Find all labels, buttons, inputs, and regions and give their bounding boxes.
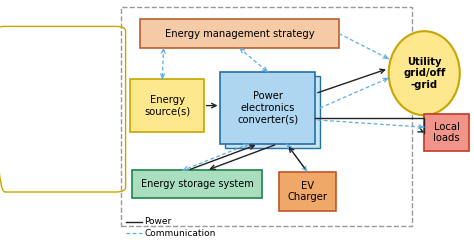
- Text: Utility
grid/off
-grid: Utility grid/off -grid: [403, 57, 446, 90]
- FancyBboxPatch shape: [279, 172, 336, 211]
- Text: Energy management strategy: Energy management strategy: [164, 29, 314, 39]
- Text: Local
loads: Local loads: [433, 122, 460, 143]
- Text: Power: Power: [145, 217, 172, 227]
- FancyBboxPatch shape: [424, 114, 469, 151]
- FancyBboxPatch shape: [140, 19, 339, 48]
- Text: Communication: Communication: [145, 229, 216, 238]
- Text: EV
Charger: EV Charger: [287, 180, 327, 202]
- Text: Energy storage system: Energy storage system: [141, 179, 253, 189]
- FancyBboxPatch shape: [225, 76, 320, 148]
- Ellipse shape: [389, 31, 460, 115]
- FancyBboxPatch shape: [132, 170, 262, 198]
- Text: Energy
source(s): Energy source(s): [144, 95, 190, 116]
- FancyBboxPatch shape: [220, 72, 315, 144]
- FancyBboxPatch shape: [130, 79, 204, 132]
- Text: Power
electronics
converter(s): Power electronics converter(s): [237, 91, 298, 125]
